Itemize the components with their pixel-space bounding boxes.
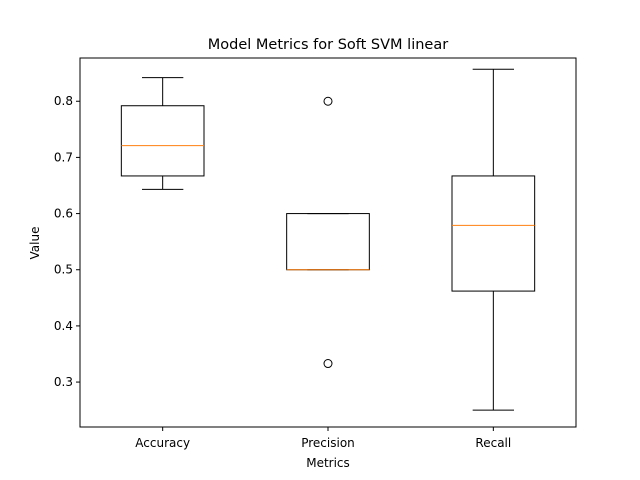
y-tick-label: 0.5 — [54, 263, 73, 277]
x-tick-label: Accuracy — [135, 436, 190, 450]
y-tick-label: 0.7 — [54, 150, 73, 164]
x-tick-label: Precision — [301, 436, 355, 450]
outlier-point — [323, 96, 333, 106]
y-tick-label: 0.4 — [54, 319, 73, 333]
y-tick-label: 0.3 — [54, 375, 73, 389]
box-accuracy — [120, 77, 205, 190]
box-precision — [286, 96, 370, 369]
y-axis: 0.3 0.4 0.5 0.6 0.7 0.8 — [54, 94, 80, 389]
boxes-layer — [120, 68, 536, 411]
outlier-point — [323, 359, 333, 369]
x-tick-label: Recall — [475, 436, 511, 450]
box-iqr — [451, 175, 536, 292]
box-iqr — [120, 105, 205, 177]
y-axis-label: Value — [28, 227, 42, 260]
x-axis: Accuracy Precision Recall — [135, 427, 511, 450]
y-tick-label: 0.6 — [54, 207, 73, 221]
box-recall — [451, 68, 536, 411]
chart-title: Model Metrics for Soft SVM linear — [208, 37, 448, 53]
box-iqr — [286, 213, 370, 271]
plot-area — [79, 57, 577, 428]
x-axis-label: Metrics — [306, 456, 350, 470]
y-tick-label: 0.8 — [54, 94, 73, 108]
